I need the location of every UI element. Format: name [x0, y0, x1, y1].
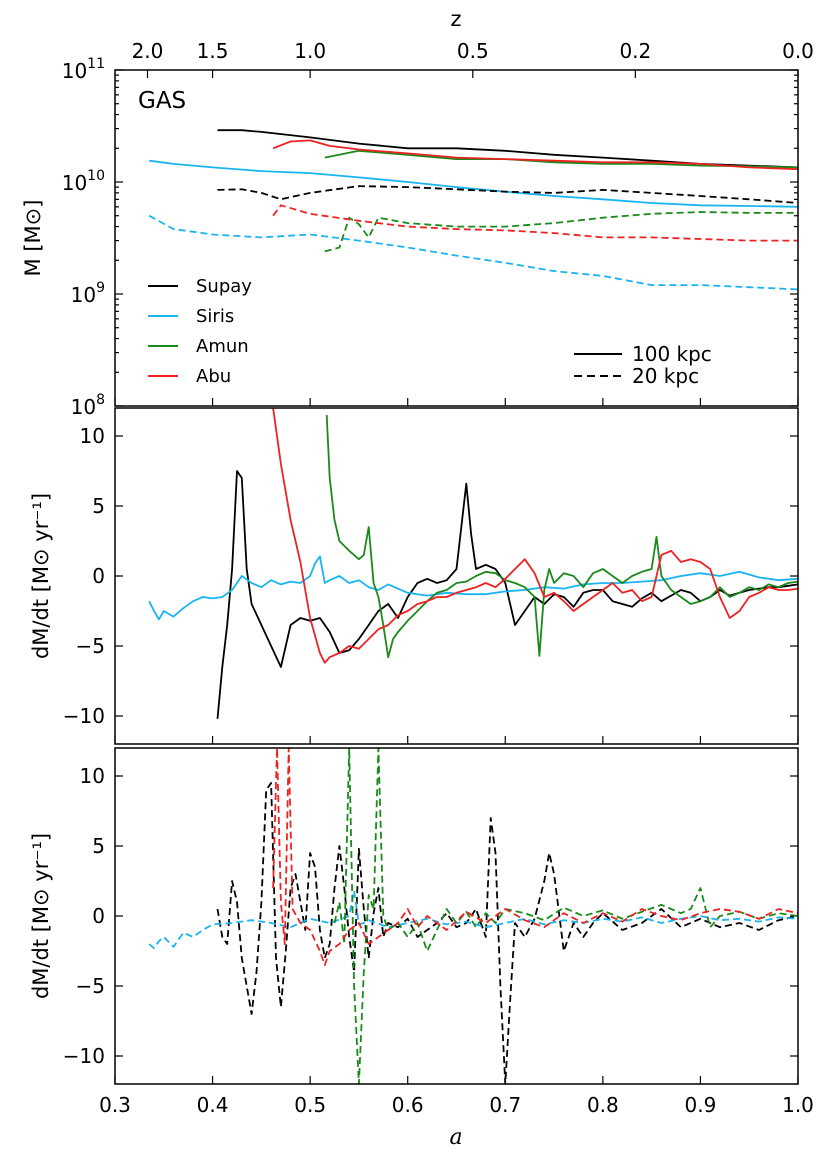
- top-axis-title: z: [450, 7, 461, 31]
- top-tick-label: 1.5: [197, 39, 229, 63]
- rate-20kpc-abu-line: [272, 747, 799, 966]
- mass-panel: 108 109 1010 1011 GAS M [M⊙] Supay Siris Amun…: [21, 56, 799, 419]
- rate-20kpc-yticks: −10 −5 0 5 10: [63, 764, 799, 1084]
- style-legend-label-20-kpc: 20 kpc: [632, 364, 699, 388]
- rate-20kpc-series: [148, 747, 799, 1085]
- legend-label-siris: Siris: [196, 306, 234, 327]
- rate-100kpc-ylabel: dM/dt [M⊙ yr⁻¹]: [29, 493, 53, 659]
- x-tick-label: 0.3: [99, 1093, 131, 1117]
- x-tick-label: 0.9: [685, 1093, 717, 1117]
- rate-20kpc-ytick-label: 5: [92, 834, 105, 858]
- top-tick-label: 0.2: [619, 39, 651, 63]
- mass-panel-series: [148, 129, 799, 291]
- rate-20kpc-supay-line: [216, 782, 799, 1085]
- top-tick-label: 0.5: [457, 39, 489, 63]
- rate-20kpc-ytick-label: −5: [76, 974, 105, 998]
- rate-100kpc-ytick-label: −5: [76, 634, 105, 658]
- x-tick-label: 1.0: [782, 1093, 814, 1117]
- mass-siris-100-kpc-line: [149, 159, 799, 208]
- rate-100kpc-yticks: −10 −5 0 5 10: [63, 424, 799, 744]
- mass-ytick-label: 108: [71, 392, 105, 419]
- top-tick-label: 2.0: [132, 39, 164, 63]
- mass-supay-100-kpc-line: [217, 129, 799, 169]
- mass-panel-frame: [114, 69, 799, 407]
- style-legend-label-100-kpc: 100 kpc: [632, 342, 712, 366]
- gas-annotation: GAS: [138, 88, 186, 114]
- mass-panel-ylabel: M [M⊙]: [21, 200, 45, 277]
- x-tick-label: 0.7: [489, 1093, 521, 1117]
- x-axis-title: a: [449, 1125, 462, 1150]
- x-axis-ticks: 0.3 0.4 0.5 0.6 0.7 0.8 0.9 1.0: [99, 1093, 814, 1117]
- rate-20kpc-ytick-label: 10: [80, 764, 105, 788]
- mass-abu-20-kpc-line: [272, 204, 798, 242]
- rate-100kpc-ytick-label: 5: [92, 494, 105, 518]
- mass-amun-20-kpc-line: [324, 211, 798, 253]
- top-tick-label: 0.0: [782, 39, 814, 63]
- top-axis-ticks: 2.0 1.5 1.0 0.5 0.2 0.0: [132, 39, 814, 78]
- rate-100kpc-abu-line: [272, 407, 799, 664]
- x-tick-label: 0.4: [197, 1093, 229, 1117]
- rate-20kpc-frame: [114, 747, 799, 1085]
- rate-100kpc-ytick-label: 10: [80, 424, 105, 448]
- rate-100kpc-amun-line: [325, 414, 799, 659]
- legend-label-amun: Amun: [196, 336, 249, 357]
- top-tick-label: 1.0: [294, 39, 326, 63]
- rate-100kpc-ytick-label: 0: [92, 564, 105, 588]
- x-tick-label: 0.5: [294, 1093, 326, 1117]
- rate-20kpc-ytick-label: −10: [63, 1044, 105, 1068]
- mass-ytick-label: 109: [71, 280, 105, 307]
- mass-ytick-label: 1010: [62, 168, 105, 195]
- mass-supay-20-kpc-line: [217, 185, 799, 204]
- legend-label-abu: Abu: [196, 366, 231, 387]
- rate-100kpc-siris-line: [148, 555, 799, 621]
- legend-label-supay: Supay: [196, 276, 252, 297]
- rate-100kpc-ytick-label: −10: [63, 704, 105, 728]
- mass-ytick-label: 1011: [62, 56, 105, 83]
- rate-20kpc-amun-line: [333, 747, 799, 1085]
- rate-100kpc-frame: [114, 407, 799, 745]
- rate-20kpc-ylabel: dM/dt [M⊙ yr⁻¹]: [29, 833, 53, 999]
- rate-100kpc-panel: −10 −5 0 5 10 dM/dt [M⊙ yr⁻¹]: [29, 407, 799, 745]
- x-tick-label: 0.8: [587, 1093, 619, 1117]
- rate-20kpc-siris-line: [148, 889, 799, 950]
- rate-100kpc-series: [148, 407, 799, 719]
- rate-100kpc-supay-line: [216, 470, 799, 719]
- mass-panel-yticks: 108 109 1010 1011: [62, 56, 799, 419]
- mass-abu-100-kpc-line: [272, 139, 799, 171]
- mass-siris-20-kpc-line: [148, 214, 799, 291]
- legend: Supay Siris Amun Abu: [148, 276, 252, 387]
- rate-20kpc-ytick-label: 0: [92, 904, 105, 928]
- x-tick-label: 0.6: [392, 1093, 424, 1117]
